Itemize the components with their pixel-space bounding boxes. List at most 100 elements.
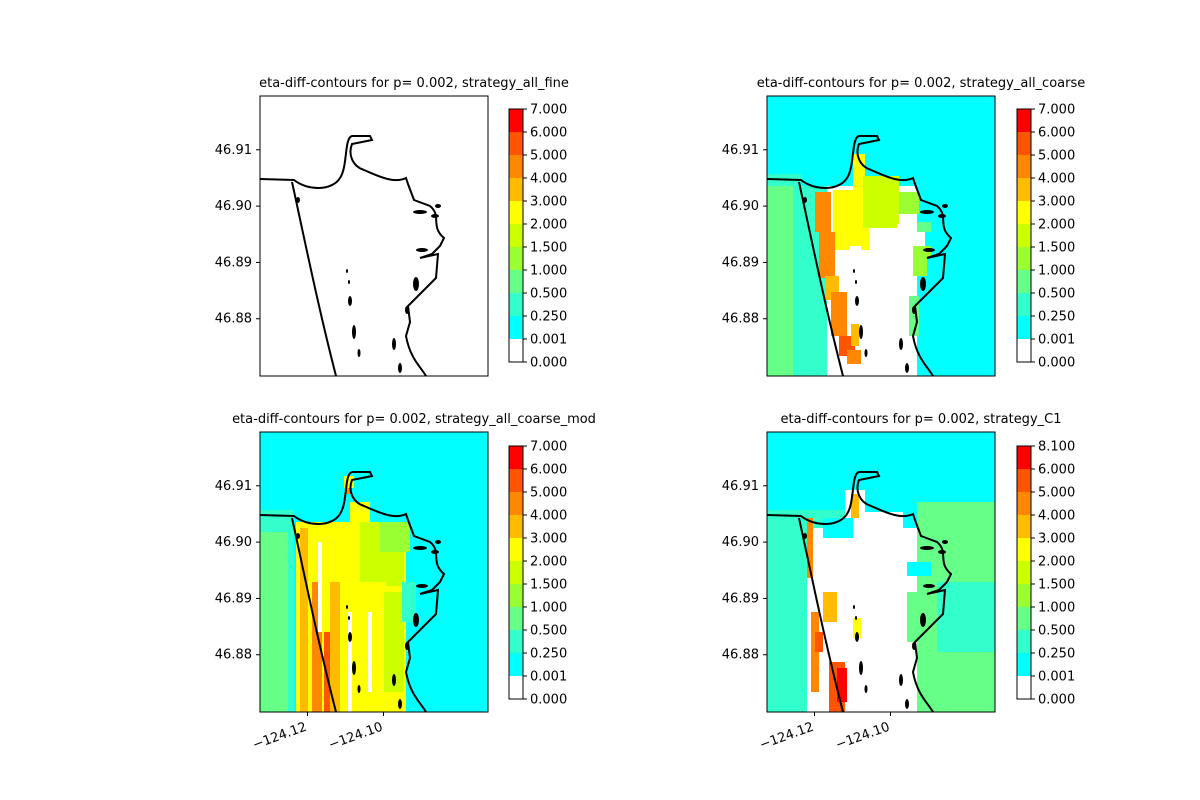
colorbar-tick-label: 6.000 xyxy=(1038,126,1075,141)
colorbar-segment xyxy=(1017,538,1031,562)
colorbar-segment xyxy=(509,270,523,294)
colorbar-tick-label: 7.000 xyxy=(1038,103,1075,118)
colorbar-segment xyxy=(1017,132,1031,156)
panel-title: eta-diff-contours for p= 0.002, strategy… xyxy=(781,412,1062,427)
colorbar: 7.000 6.000 5.000 4.000 3.000 2.000 1.500 1.000… xyxy=(508,440,567,708)
colorbar-tick-label: 0.000 xyxy=(530,693,567,708)
map-area xyxy=(260,432,488,712)
colorbar-tick-label: 4.000 xyxy=(530,509,567,524)
y-tick-label: 46.89 xyxy=(215,591,252,606)
colorbar-segment xyxy=(1017,109,1031,133)
colorbar-tick-label: 3.000 xyxy=(530,195,567,210)
y-tick-label: 46.88 xyxy=(215,648,252,663)
map-panel-3: eta-diff-contours for p= 0.002, strategy… xyxy=(215,412,596,753)
colorbar-tick-label: 3.000 xyxy=(1038,195,1075,210)
y-tick-label: 46.88 xyxy=(722,312,759,327)
colorbar-segment xyxy=(1017,339,1031,363)
colorbar-segment xyxy=(1017,446,1031,470)
colorbar-tick-label: 0.250 xyxy=(1038,647,1075,662)
colorbar-segment xyxy=(1017,561,1031,585)
colorbar-segment xyxy=(509,155,523,179)
colorbar-segment xyxy=(509,469,523,493)
colorbar-tick-label: 8.100 xyxy=(1038,440,1075,455)
axes-frame xyxy=(259,95,489,377)
colorbar-segment xyxy=(1017,178,1031,202)
y-tick-label: 46.89 xyxy=(215,255,252,270)
map-panel-1: eta-diff-contours for p= 0.002, strategy… xyxy=(215,76,569,377)
map-area xyxy=(767,96,995,376)
panel-title: eta-diff-contours for p= 0.002, strategy… xyxy=(232,412,596,427)
y-tick-label: 46.90 xyxy=(215,535,252,550)
colorbar-segment xyxy=(509,676,523,700)
colorbar-segment xyxy=(1017,247,1031,271)
colorbar-segment xyxy=(1017,469,1031,493)
colorbar-segment xyxy=(1017,155,1031,179)
y-tick-label: 46.90 xyxy=(215,199,252,214)
y-tick-label: 46.88 xyxy=(215,312,252,327)
colorbar-segment xyxy=(1017,630,1031,654)
colorbar-segment xyxy=(509,109,523,133)
colorbar-segment xyxy=(509,630,523,654)
colorbar-tick-label: 3.000 xyxy=(530,532,567,547)
colorbar-tick-label: 5.000 xyxy=(1038,149,1075,164)
colorbar-tick-label: 4.000 xyxy=(1038,172,1075,187)
colorbar: 7.000 6.000 5.000 4.000 3.000 2.000 1.500 1.000… xyxy=(508,103,567,371)
y-tick-label: 46.91 xyxy=(215,143,252,158)
colorbar-segment xyxy=(1017,316,1031,340)
axes-frame xyxy=(766,431,996,713)
y-tick-label: 46.88 xyxy=(722,648,759,663)
colorbar-tick-label: 0.000 xyxy=(530,356,567,371)
map-panel-2: eta-diff-contours for p= 0.002, strategy… xyxy=(722,76,1085,377)
map-panel-4: eta-diff-contours for p= 0.002, strategy… xyxy=(722,412,1075,753)
y-tick-label: 46.91 xyxy=(722,479,759,494)
colorbar-tick-label: 0.001 xyxy=(1038,670,1075,685)
colorbar-tick-label: 0.000 xyxy=(1038,693,1075,708)
y-tick-label: 46.89 xyxy=(722,255,759,270)
map-area xyxy=(260,96,488,376)
y-tick-label: 46.91 xyxy=(215,479,252,494)
colorbar-segment xyxy=(509,293,523,317)
x-tick-label: −124.12 xyxy=(758,720,816,753)
colorbar-tick-label: 2.000 xyxy=(530,555,567,570)
colorbar-tick-label: 6.000 xyxy=(530,463,567,478)
y-tick-label: 46.91 xyxy=(722,143,759,158)
colorbar-tick-label: 0.001 xyxy=(530,333,567,348)
colorbar-tick-label: 0.500 xyxy=(530,624,567,639)
y-tick-label: 46.89 xyxy=(722,591,759,606)
colorbar-tick-label: 5.000 xyxy=(530,149,567,164)
colorbar-segment xyxy=(509,515,523,539)
colorbar-segment xyxy=(509,538,523,562)
colorbar-tick-label: 1.500 xyxy=(1038,578,1075,593)
colorbar-tick-label: 1.000 xyxy=(530,601,567,616)
colorbar-tick-label: 0.250 xyxy=(1038,310,1075,325)
colorbar-tick-label: 2.000 xyxy=(1038,218,1075,233)
colorbar-tick-label: 7.000 xyxy=(530,440,567,455)
y-tick-label: 46.90 xyxy=(722,199,759,214)
colorbar-tick-label: 0.250 xyxy=(530,310,567,325)
panel-title: eta-diff-contours for p= 0.002, strategy… xyxy=(259,76,569,91)
colorbar-tick-label: 0.500 xyxy=(1038,287,1075,302)
colorbar-segment xyxy=(1017,201,1031,225)
colorbar-segment xyxy=(1017,515,1031,539)
colorbar: 8.100 6.000 5.000 4.000 3.000 2.000 1.500 1.000… xyxy=(1016,440,1075,708)
map-area xyxy=(767,432,995,712)
colorbar-tick-label: 1.000 xyxy=(1038,264,1075,279)
colorbar-tick-label: 1.500 xyxy=(530,578,567,593)
colorbar-segment xyxy=(509,339,523,363)
colorbar-segment xyxy=(509,492,523,516)
x-tick-label: −124.10 xyxy=(327,720,385,753)
colorbar-tick-label: 1.500 xyxy=(530,241,567,256)
colorbar-segment xyxy=(509,607,523,631)
colorbar-segment xyxy=(1017,653,1031,677)
colorbar-tick-label: 6.000 xyxy=(1038,463,1075,478)
colorbar-segment xyxy=(509,201,523,225)
axes-frame xyxy=(259,431,489,713)
colorbar-tick-label: 2.000 xyxy=(1038,555,1075,570)
colorbar-segment xyxy=(509,224,523,248)
colorbar-tick-label: 0.000 xyxy=(1038,356,1075,371)
colorbar-segment xyxy=(509,561,523,585)
colorbar-segment xyxy=(1017,676,1031,700)
colorbar-tick-label: 4.000 xyxy=(1038,509,1075,524)
colorbar-segment xyxy=(1017,492,1031,516)
